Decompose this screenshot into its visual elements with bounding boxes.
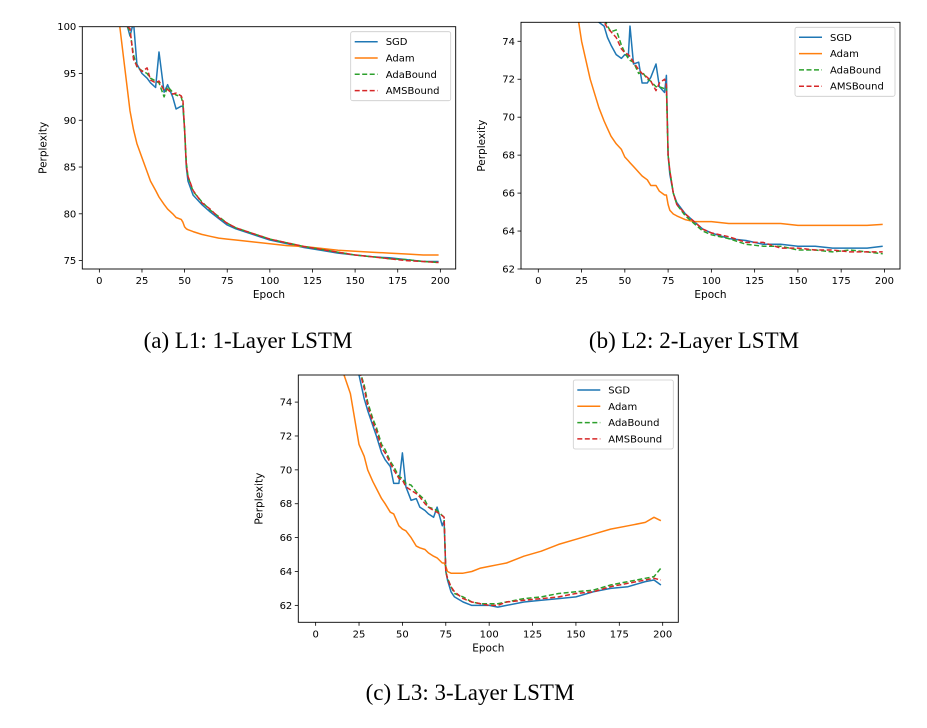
series-line-adam xyxy=(577,22,883,227)
x-axis-label: Epoch xyxy=(694,289,726,301)
y-tick-label: 95 xyxy=(64,69,77,80)
legend: SGD Adam AdaBound AMSBound xyxy=(350,31,452,102)
chart-2: 0 25 50 75 100 125 150 175 200 62 64 66 68 70 72 74 Epoc… xyxy=(253,374,679,654)
y-tick-label: 90 xyxy=(64,116,77,127)
legend-label: AdaBound xyxy=(608,418,659,429)
x-tick-label: 125 xyxy=(523,629,542,640)
caption-a: (a) L1: 1-Layer LSTM xyxy=(143,328,353,353)
x-tick-label: 200 xyxy=(653,629,672,640)
x-tick-label: 150 xyxy=(566,629,585,640)
x-axis-label: Epoch xyxy=(253,289,285,301)
x-tick-label: 200 xyxy=(431,276,450,287)
y-tick-label: 70 xyxy=(280,465,293,476)
y-tick-label: 66 xyxy=(280,533,293,544)
y-tick-label: 68 xyxy=(502,151,515,162)
series-line-sgd xyxy=(598,22,883,249)
legend-box xyxy=(350,31,452,102)
caption-c: (c) L3: 3-Layer LSTM xyxy=(365,680,575,705)
y-tick-label: 64 xyxy=(280,567,293,578)
series-line-adam xyxy=(343,375,662,574)
y-axis-label: Perplexity xyxy=(37,122,49,174)
x-tick-label: 50 xyxy=(178,276,191,287)
legend-label: SGD xyxy=(608,386,630,397)
x-tick-label: 175 xyxy=(388,276,407,287)
legend-label: Adam xyxy=(608,402,637,413)
chart-0: 0 25 50 75 100 125 150 175 200 75 80 85 90 95 100 Epoch… xyxy=(37,22,457,301)
x-tick-label: 25 xyxy=(575,276,588,287)
plot-area xyxy=(343,375,662,608)
series-line-sgd xyxy=(358,375,662,608)
x-tick-label: 0 xyxy=(535,276,541,287)
legend-label: AMSBound xyxy=(830,82,884,93)
x-tick-label: 125 xyxy=(303,276,322,287)
series-line-amsbound xyxy=(126,26,439,264)
y-tick-label: 85 xyxy=(64,163,77,174)
y-tick-label: 62 xyxy=(502,265,515,276)
legend: SGD Adam AdaBound AMSBound xyxy=(794,26,896,97)
legend-box xyxy=(572,379,674,450)
caption-b: (b) L2: 2-Layer LSTM xyxy=(588,328,800,353)
series-line-adam xyxy=(119,26,439,256)
y-tick-label: 100 xyxy=(57,22,76,33)
legend: SGD Adam AdaBound AMSBound xyxy=(572,379,674,450)
y-axis-label: Perplexity xyxy=(476,120,488,172)
legend-label: AMSBound xyxy=(608,434,662,445)
y-tick-label: 72 xyxy=(502,75,515,86)
x-tick-label: 50 xyxy=(396,629,409,640)
legend-label: Adam xyxy=(386,54,415,65)
y-tick-label: 74 xyxy=(502,37,515,48)
x-tick-label: 150 xyxy=(346,276,365,287)
y-tick-label: 72 xyxy=(280,431,293,442)
y-tick-label: 75 xyxy=(64,256,77,267)
series-line-amsbound xyxy=(359,375,662,607)
legend-label: AMSBound xyxy=(386,86,440,97)
legend-label: AdaBound xyxy=(830,65,881,76)
x-tick-label: 150 xyxy=(788,276,807,287)
plot-area xyxy=(577,22,883,255)
axes-frame xyxy=(297,374,679,623)
series-line-amsbound xyxy=(603,22,883,253)
legend-box xyxy=(794,26,896,97)
chart-1: 0 25 50 75 100 125 150 175 200 62 64 66 68 70 72 74 Epoc… xyxy=(476,21,901,301)
legend-label: Adam xyxy=(830,49,859,60)
axes-frame xyxy=(520,21,901,270)
x-tick-label: 75 xyxy=(439,629,452,640)
x-tick-label: 175 xyxy=(610,629,629,640)
y-tick-label: 68 xyxy=(280,499,293,510)
y-tick-label: 74 xyxy=(280,398,293,409)
y-tick-label: 64 xyxy=(502,227,515,238)
x-tick-label: 125 xyxy=(745,276,764,287)
x-tick-label: 25 xyxy=(353,629,366,640)
x-tick-label: 100 xyxy=(702,276,721,287)
x-tick-label: 175 xyxy=(832,276,851,287)
x-tick-label: 25 xyxy=(136,276,149,287)
y-axis-label: Perplexity xyxy=(253,473,265,525)
legend-label: SGD xyxy=(830,33,852,44)
x-axis-label: Epoch xyxy=(472,642,504,654)
series-line-adabound xyxy=(604,22,883,255)
y-tick-label: 80 xyxy=(64,209,77,220)
x-tick-label: 100 xyxy=(260,276,279,287)
x-tick-label: 75 xyxy=(221,276,234,287)
x-tick-label: 50 xyxy=(618,276,631,287)
x-tick-label: 0 xyxy=(312,629,318,640)
x-tick-label: 0 xyxy=(96,276,102,287)
y-tick-label: 62 xyxy=(280,601,293,612)
x-tick-label: 75 xyxy=(662,276,675,287)
y-tick-label: 66 xyxy=(502,189,515,200)
axes-frame xyxy=(81,26,457,270)
y-tick-label: 70 xyxy=(502,113,515,124)
x-tick-label: 100 xyxy=(480,629,499,640)
x-tick-label: 200 xyxy=(875,276,894,287)
legend-label: AdaBound xyxy=(386,70,437,81)
legend-label: SGD xyxy=(386,37,408,48)
plot-area xyxy=(119,26,439,264)
